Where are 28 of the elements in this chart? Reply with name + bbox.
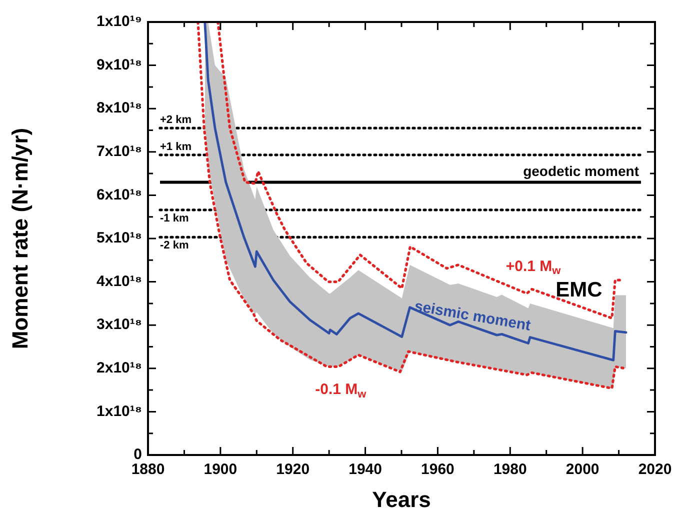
y-tick-label: 9x10¹⁸ bbox=[96, 56, 142, 74]
ref-line-label: -2 km bbox=[160, 240, 189, 252]
text: seismic moment bbox=[413, 298, 532, 334]
ref-line-label: +2 km bbox=[160, 114, 192, 126]
x-tick-label: 1980 bbox=[493, 461, 527, 478]
ref-line-label: -1 km bbox=[160, 212, 189, 224]
x-tick-label: 2000 bbox=[566, 461, 600, 478]
y-tick-label: 4x10¹⁸ bbox=[96, 272, 142, 290]
x-tick-label: 1880 bbox=[131, 461, 165, 478]
ref-line-label: +1 km bbox=[160, 140, 192, 153]
x-tick-label: 1940 bbox=[348, 461, 382, 478]
y-tick-label: 2x10¹⁸ bbox=[96, 360, 142, 377]
y-tick-label: 6x10¹⁸ bbox=[96, 186, 142, 204]
x-tick-label: 1960 bbox=[421, 461, 454, 478]
y-tick-label: 0 bbox=[134, 446, 142, 464]
x-tick-label: 1920 bbox=[276, 461, 310, 478]
x-axis-title: Years bbox=[372, 486, 431, 512]
y-tick-label: 7x10¹⁸ bbox=[96, 143, 142, 160]
ref-line-label: geodetic moment bbox=[523, 163, 640, 180]
x-tick-label: 2020 bbox=[638, 461, 672, 478]
annotation: EMC bbox=[556, 278, 602, 302]
y-tick-label: 1x10¹⁹ bbox=[96, 13, 142, 30]
x-tick-label: 1900 bbox=[204, 461, 238, 478]
y-tick-label: 5x10¹⁸ bbox=[96, 230, 142, 247]
y-tick-label: 1x10¹⁸ bbox=[96, 402, 142, 420]
y-tick-label: 8x10¹⁸ bbox=[96, 100, 142, 117]
y-axis-title: Moment rate (N·m/yr) bbox=[7, 128, 32, 350]
y-tick-label: 3x10¹⁸ bbox=[96, 316, 142, 334]
